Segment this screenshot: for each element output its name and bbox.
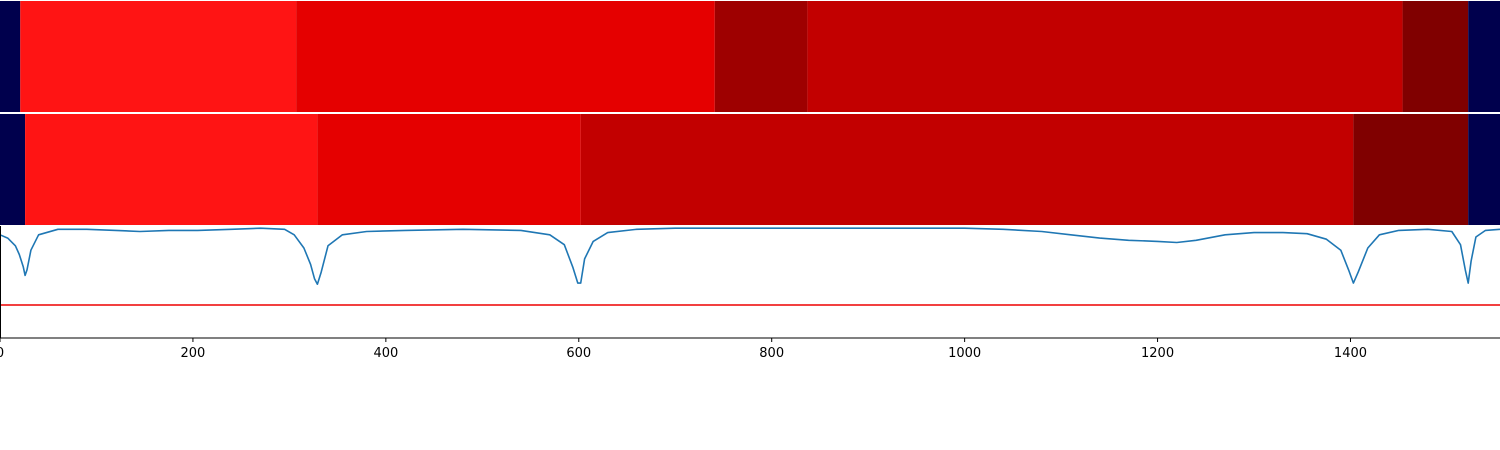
heatmap-top-segment-5	[1402, 1, 1469, 112]
x-tick-label-400: 400	[373, 346, 398, 361]
heatmap-top-segment-6	[1468, 1, 1500, 112]
heatmap-top-segment-2	[296, 1, 715, 112]
heatmap-top-segment-3	[714, 1, 808, 112]
x-tick-label-1200: 1200	[1141, 346, 1174, 361]
x-axis: 0 200 400 600 800 1000 1200 1400	[0, 338, 1367, 361]
heatmap-bottom-segment-4	[1353, 114, 1469, 225]
heatmap-bottom-segment-1	[25, 114, 318, 225]
heatmap-bottom-segment-0	[0, 114, 26, 225]
x-tick-label-600: 600	[566, 346, 591, 361]
strip-separator	[0, 112, 1500, 114]
series-line	[0, 227, 1500, 285]
line-panel	[0, 226, 1500, 339]
heatmap-bottom-segment-5	[1468, 114, 1500, 225]
heatmap-bottom-segment-3	[580, 114, 1354, 225]
x-tick-label-1000: 1000	[948, 346, 981, 361]
x-tick-label-1400: 1400	[1334, 346, 1367, 361]
x-tick-label-200: 200	[181, 346, 206, 361]
heatmap-top-segment-0	[0, 1, 21, 112]
heatmap-top-segment-1	[20, 1, 297, 112]
x-tick-label-0: 0	[0, 346, 4, 361]
x-tick-label-800: 800	[759, 346, 784, 361]
heatmap-bottom	[0, 114, 1500, 225]
heatmap-top-segment-4	[807, 1, 1403, 112]
heatmap-top	[0, 1, 1500, 114]
heatmap-bottom-segment-2	[317, 114, 581, 225]
